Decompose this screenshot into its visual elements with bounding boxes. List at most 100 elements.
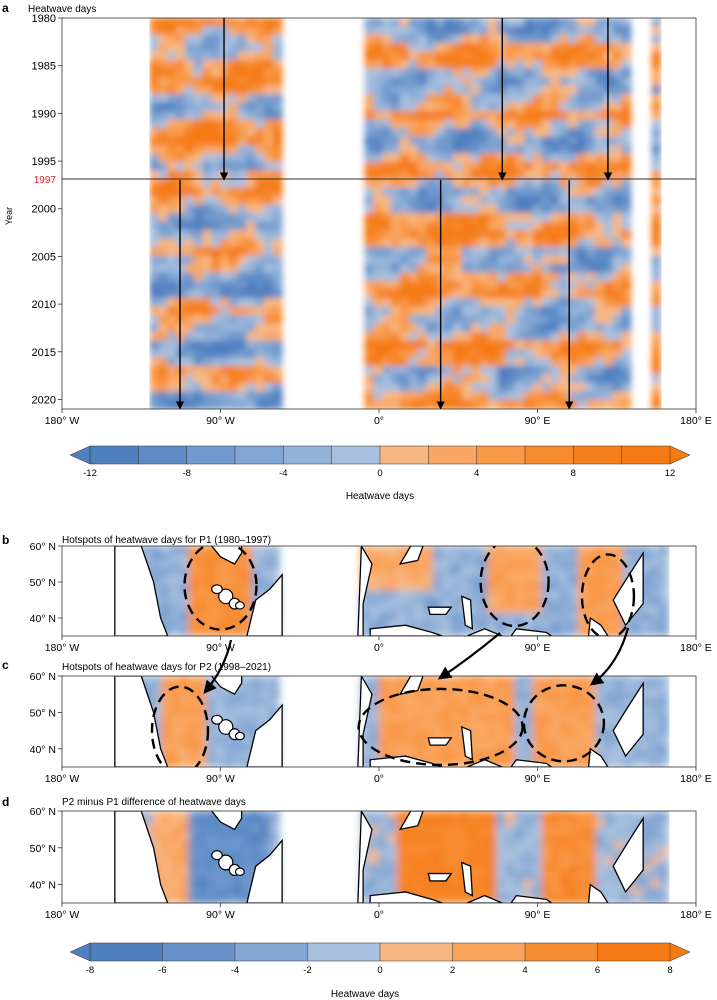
colorbar-tick-label: -4	[279, 468, 287, 479]
x-tick-label: 90° E	[525, 415, 551, 427]
colorbar-tick-label: -4	[231, 965, 239, 976]
colorbar-tick-label: -12	[83, 468, 97, 479]
lake	[211, 714, 223, 725]
x-tick-label: 180° W	[45, 909, 80, 921]
y-tick-label: 1985	[32, 61, 56, 73]
panel-d-letter: d	[2, 795, 9, 809]
ocean-area	[398, 811, 424, 831]
y-tick-label: 50° N	[30, 707, 56, 719]
ocean-area	[357, 546, 373, 636]
y-tick-label: 1990	[32, 108, 56, 120]
colorbar-segment	[524, 445, 574, 465]
ocean-area	[460, 861, 474, 897]
panel-c-title: Hotspots of heatwave days for P2 (1998–2…	[62, 662, 271, 673]
panel-d-y-axis: 40° N 50° N 60° N	[30, 806, 62, 892]
x-tick-label: 0°	[374, 415, 384, 427]
panel-b: b Hotspots of heatwave days for P1 (1980…	[2, 533, 712, 654]
hotspot-ellipse	[357, 687, 524, 767]
x-tick-label: 180° W	[45, 773, 80, 785]
panel-a-heatmap	[149, 18, 662, 409]
panel-b-x-axis: 180° W 90° W 0° 90° E 180° E	[45, 636, 712, 654]
transition-arrows	[203, 627, 630, 695]
ocean-area	[246, 838, 283, 903]
panel-a-letter: a	[2, 1, 9, 15]
panel-d: d P2 minus P1 difference of heatwave day…	[2, 795, 712, 921]
ocean-area	[357, 676, 373, 767]
panel-c: c Hotspots of heatwave days for P2 (1998…	[2, 658, 712, 785]
x-tick-label: 0°	[374, 773, 384, 785]
colorbar-segment	[89, 942, 164, 962]
x-tick-label: 90° W	[206, 909, 235, 921]
panel-a-title: Heatwave days	[28, 4, 96, 15]
lake	[218, 854, 234, 871]
ocean-area	[460, 595, 474, 630]
colorbar-segment	[573, 445, 623, 465]
panel-b-y-axis: 40° N 50° N 60° N	[30, 541, 62, 625]
lake	[218, 588, 234, 605]
y-tick-label: 60° N	[30, 671, 56, 683]
x-tick-label: 90° E	[525, 909, 551, 921]
hudson-bay-coast	[211, 676, 243, 696]
y-tick-label: 60° N	[30, 806, 56, 818]
panel-c-map	[114, 676, 670, 767]
ocean-area	[427, 737, 453, 746]
colorbar-d-bar	[69, 942, 691, 962]
x-tick-label: 180° W	[45, 415, 80, 427]
transition-arrow-north-america	[203, 639, 233, 695]
colorbar-segment	[234, 445, 284, 465]
x-tick-label: 0°	[374, 642, 384, 654]
ocean-area	[357, 811, 373, 903]
colorbar-d-ticks: -8 -6 -4 -2 0 2 4 6 8	[86, 965, 673, 976]
colorbar-segment	[331, 445, 381, 465]
ocean-area	[612, 681, 644, 758]
lake	[211, 584, 223, 595]
colorbar-segment	[234, 942, 309, 962]
y-tick-label: 2000	[32, 204, 56, 216]
ocean-area	[510, 628, 553, 636]
colorbar-tick-label: 4	[522, 965, 527, 976]
colorbar-segment	[428, 445, 478, 465]
panel-c-y-axis: 40° N 50° N 60° N	[30, 671, 62, 756]
ocean-area	[246, 703, 283, 767]
colorbar-segment	[621, 445, 671, 465]
panel-a-arrows	[175, 18, 613, 410]
panel-c-x-axis: 180° W 90° W 0° 90° E 180° E	[45, 767, 712, 785]
colorbar-tick-label: 2	[450, 965, 455, 976]
hudson-bay-coast	[211, 811, 243, 831]
ocean-area	[510, 894, 553, 903]
lake	[234, 601, 245, 610]
ocean-area	[398, 546, 424, 565]
colorbar-segment	[89, 445, 139, 465]
colorbar-segment	[283, 445, 333, 465]
panel-d-map	[114, 811, 670, 903]
ocean-area	[466, 759, 503, 767]
lake	[234, 867, 245, 876]
colorbar-left-extend	[69, 942, 91, 962]
x-tick-label: 90° W	[206, 415, 235, 427]
panel-b-letter: b	[2, 533, 9, 547]
y-tick-label: 1995	[32, 156, 56, 168]
colorbar-segment	[452, 942, 526, 962]
x-tick-label: 0°	[374, 909, 384, 921]
colorbar-segment	[524, 942, 599, 962]
y-tick-label: 40° N	[30, 744, 56, 756]
ocean-area	[612, 551, 644, 627]
transition-arrow-east-asia	[589, 627, 630, 686]
panel-d-x-axis: 180° W 90° W 0° 90° E 180° E	[45, 903, 712, 921]
x-tick-label: 180° W	[45, 642, 80, 654]
panel-a-y-axis: 1980 1985 1990 1995 2000 2005 2010 2015 2020	[32, 13, 62, 406]
ocean-area	[466, 628, 503, 636]
ocean-area	[114, 546, 169, 636]
colorbar-right-extend	[669, 942, 691, 962]
colorbar-segment	[186, 445, 236, 465]
colorbar-segment	[476, 445, 526, 465]
panel-d-title: P2 minus P1 difference of heatwave days	[62, 797, 246, 808]
hotspot-ellipse	[580, 553, 636, 636]
colorbar-segment	[307, 942, 381, 962]
ocean-area	[369, 891, 443, 903]
colorbar-tick-label: 12	[665, 468, 676, 479]
colorbar-a-ticks: -12 -8 -4 0 4 8 12	[83, 468, 675, 479]
ocean-area	[587, 883, 609, 903]
ocean-area	[114, 811, 169, 903]
